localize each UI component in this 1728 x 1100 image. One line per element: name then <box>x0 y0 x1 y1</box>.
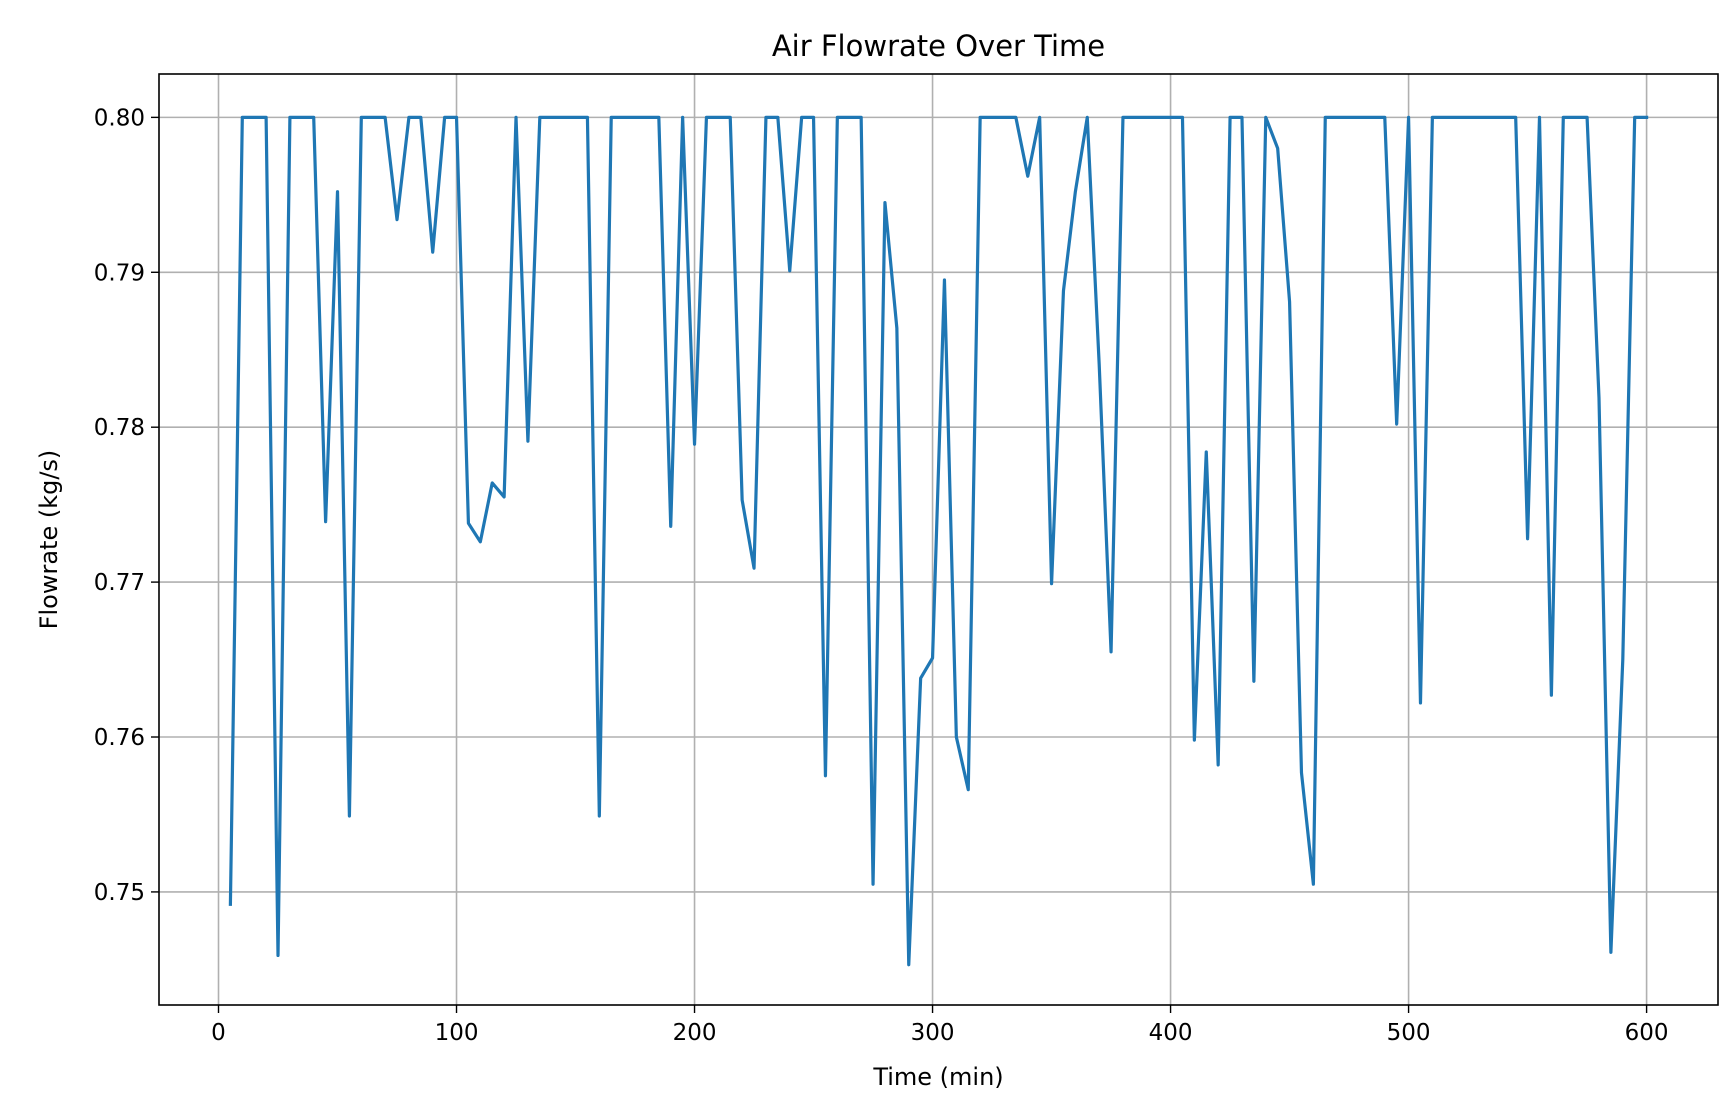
x-axis-label: Time (min) <box>872 1063 1003 1091</box>
x-tick-label: 400 <box>1149 1020 1193 1046</box>
tick-layer: 0 100 200 300 400 500 600 0.75 0.76 0.77 0.78 0.79 0… <box>94 105 1669 1046</box>
y-tick-label: 0.75 <box>94 880 145 906</box>
x-tick-label: 600 <box>1625 1020 1669 1046</box>
x-tick-label: 200 <box>673 1020 717 1046</box>
grid-layer <box>159 74 1718 1005</box>
x-tick-label: 0 <box>211 1020 226 1046</box>
chart-title: Air Flowrate Over Time <box>772 29 1105 63</box>
x-tick-label: 500 <box>1387 1020 1431 1046</box>
series-layer <box>228 115 1649 967</box>
y-tick-label: 0.76 <box>94 725 145 751</box>
y-tick-label: 0.80 <box>94 105 145 131</box>
flowrate-series-line <box>228 115 1649 967</box>
x-tick-label: 300 <box>911 1020 955 1046</box>
plot-frame <box>158 73 1719 1006</box>
y-tick-label: 0.78 <box>94 415 145 441</box>
y-axis-label: Flowrate (kg/s) <box>35 450 63 630</box>
y-tick-label: 0.79 <box>94 260 145 286</box>
x-tick-label: 100 <box>435 1020 479 1046</box>
y-tick-label: 0.77 <box>94 570 145 596</box>
